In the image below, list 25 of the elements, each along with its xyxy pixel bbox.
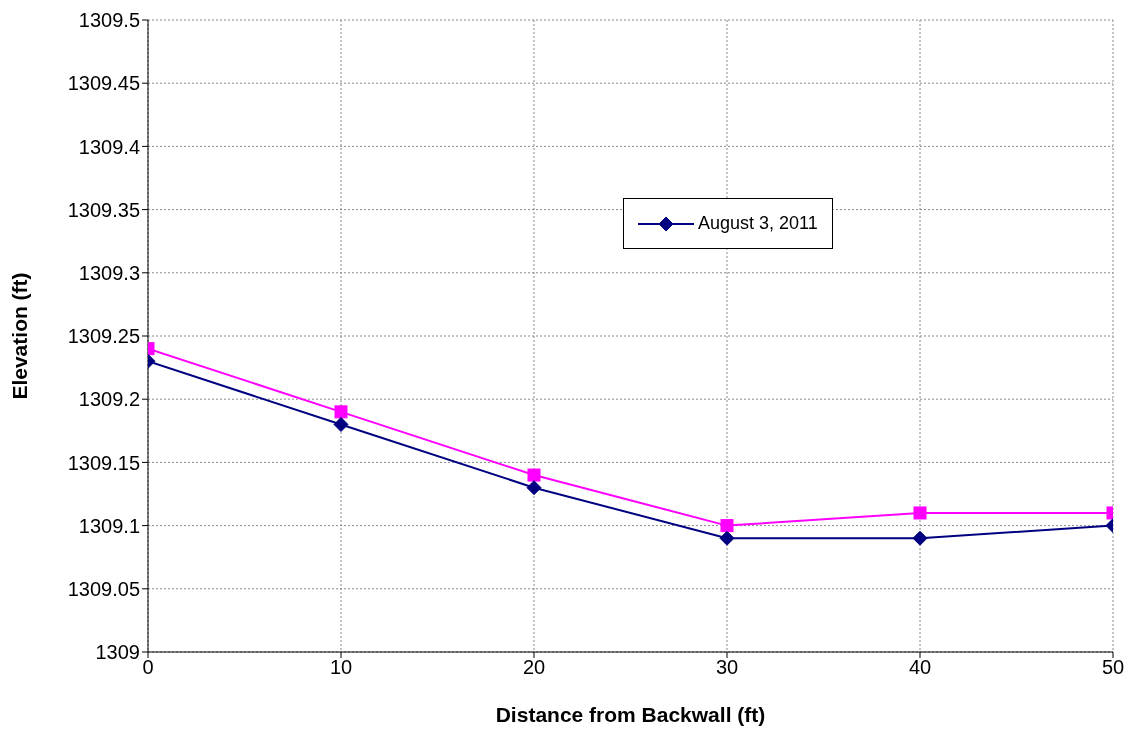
y-tick-label: 1309.2 bbox=[78, 388, 140, 411]
y-tick-label: 1309.1 bbox=[78, 514, 140, 537]
legend-box: August 3, 2011 bbox=[623, 198, 833, 249]
point bbox=[527, 468, 541, 482]
y-axis-title: Elevation (ft) bbox=[8, 272, 32, 400]
y-tick-label: 1309.35 bbox=[67, 198, 140, 221]
y-tick-label: 1309.3 bbox=[78, 261, 140, 284]
y-tick-label: 1309.05 bbox=[67, 577, 140, 600]
point bbox=[720, 519, 734, 533]
y-tick-label: 1309.15 bbox=[67, 451, 140, 474]
y-tick-label: 1309.25 bbox=[67, 325, 140, 348]
y-tick-label: 1309.45 bbox=[67, 72, 140, 95]
x-tick-label: 10 bbox=[329, 656, 353, 679]
x-axis-title: Distance from Backwall (ft) bbox=[495, 703, 766, 726]
x-tick-label: 0 bbox=[142, 656, 154, 679]
x-tick-label: 30 bbox=[715, 656, 739, 679]
y-tick-label: 1309.4 bbox=[78, 135, 140, 158]
x-tick-label: 20 bbox=[522, 656, 546, 679]
point bbox=[526, 480, 542, 496]
point bbox=[719, 530, 735, 546]
legend-label: August 3, 2011 bbox=[698, 213, 818, 234]
x-tick-label: 40 bbox=[908, 656, 932, 679]
y-tick-label: 1309 bbox=[95, 641, 140, 664]
x-tick-label: 50 bbox=[1101, 656, 1125, 679]
y-tick-label: 1309.5 bbox=[78, 9, 140, 32]
